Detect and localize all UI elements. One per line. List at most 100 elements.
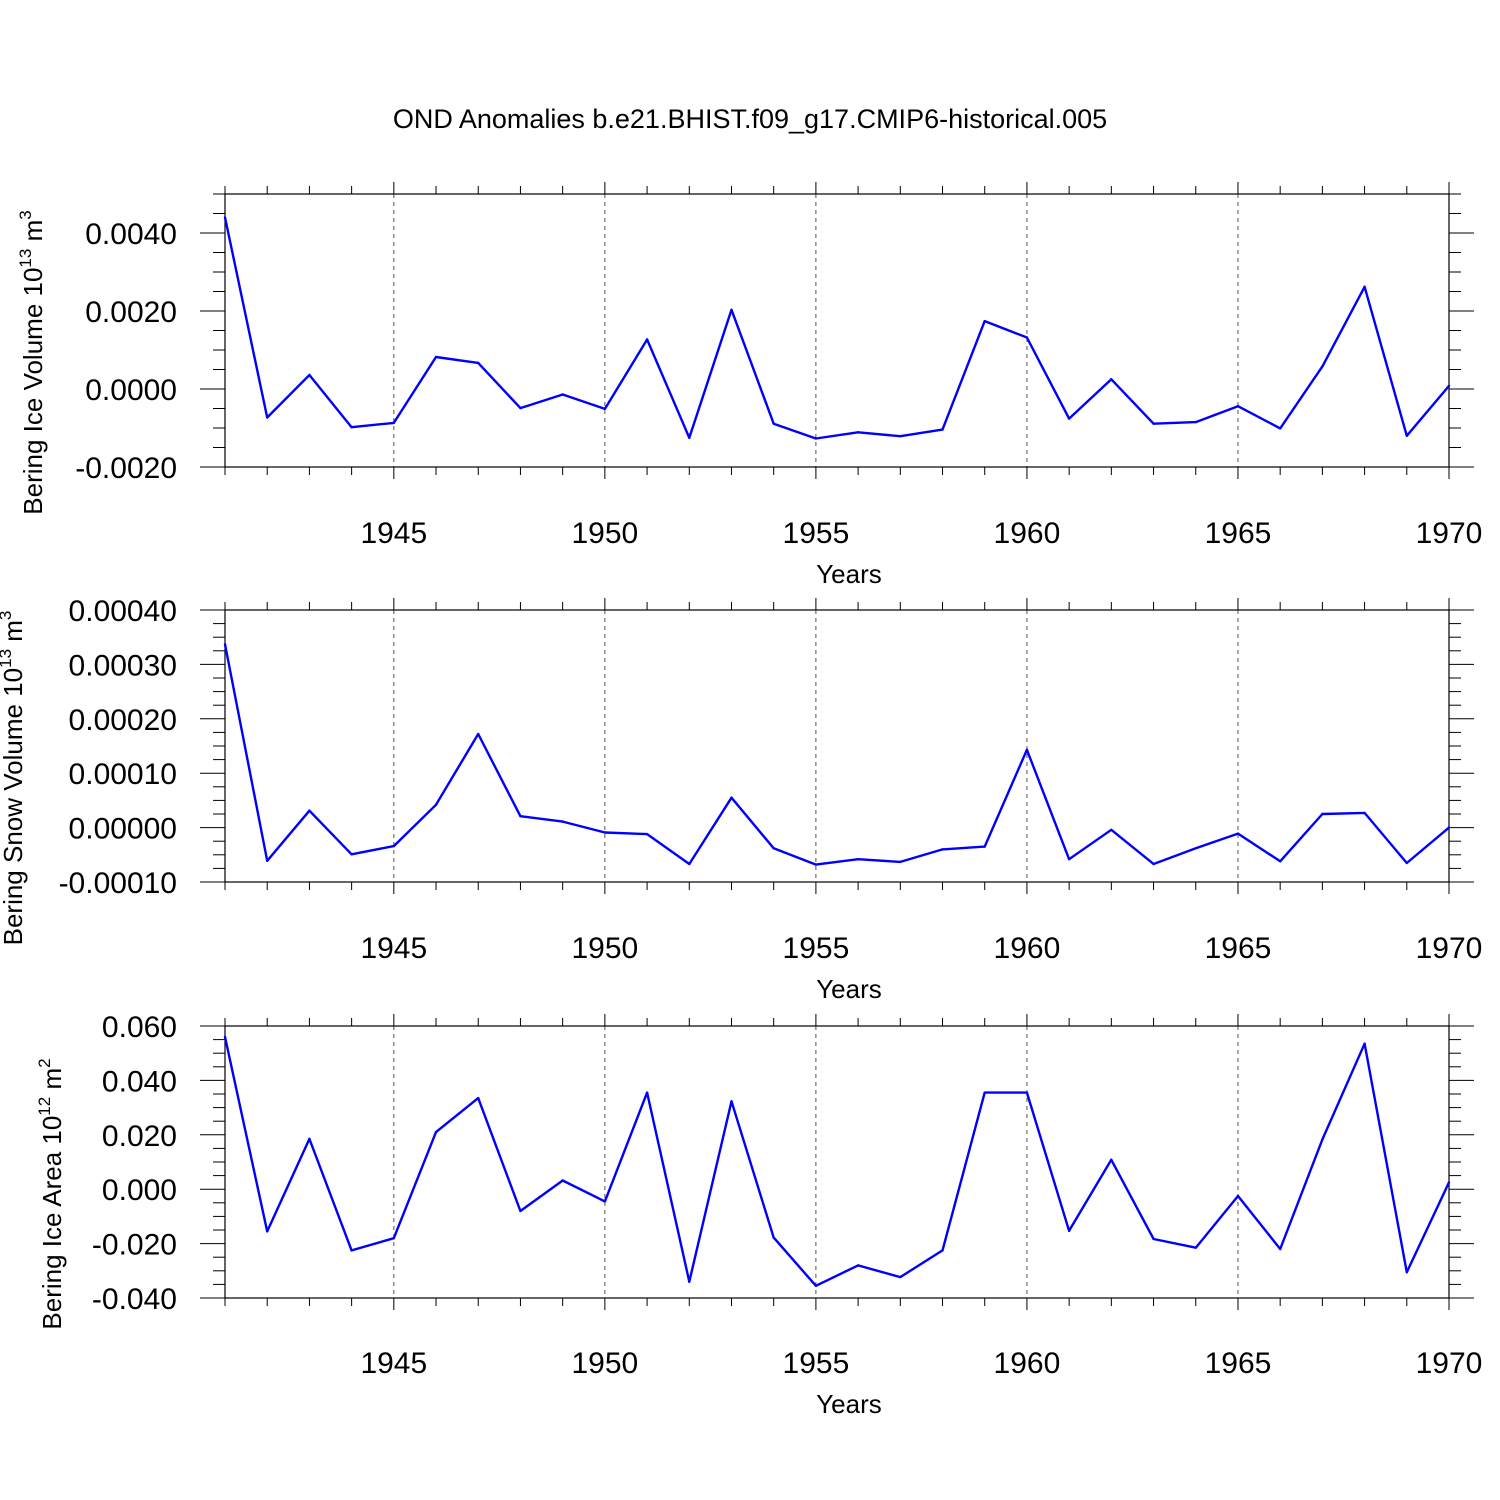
data-point-1949 [561,820,564,823]
data-point-1955 [814,863,818,866]
data-point-1962 [1110,1158,1113,1162]
x-tick-label: 1965 [1205,1347,1272,1380]
data-point-1952 [688,436,691,439]
data-point-1965 [1236,1194,1240,1198]
y-tick-label: -0.040 [92,1283,177,1316]
data-point-1954 [772,1236,775,1239]
data-point-1961 [1067,1229,1071,1233]
y-tick-label: 0.00020 [69,704,177,737]
data-point-1947 [477,732,480,736]
data-point-1960 [1025,748,1029,752]
data-point-1970 [1447,1181,1451,1184]
y-tick-label: -0.020 [92,1229,177,1262]
data-point-1942 [266,859,269,862]
x-tick-label: 1955 [783,932,850,965]
data-point-1963 [1152,1237,1155,1241]
data-point-1947 [477,1096,480,1100]
data-point-1945 [392,844,396,848]
figure-title: OND Anomalies b.e21.BHIST.f09_g17.CMIP6-… [392,104,1108,134]
x-tick-label: 1960 [994,1347,1061,1380]
x-tick-label: 1965 [1205,517,1272,550]
data-point-1958 [941,428,944,431]
data-point-1951 [645,338,649,341]
data-point-1948 [519,1209,522,1213]
panel-2: 1945 1950 1955 1960 1965 1970 Years -0.00010 0.0… [0,595,1482,1004]
x-axis-label: Years [816,974,882,1004]
data-point-1966 [1278,860,1282,863]
data-point-1956 [856,857,860,861]
y-tick-label: 0.0020 [85,296,177,329]
data-point-1970 [1447,384,1451,388]
data-point-1944 [350,853,353,856]
data-point-1958 [941,848,944,851]
y-tick-label: 0.060 [102,1011,177,1044]
series-line [223,217,1450,440]
data-point-1941 [223,216,227,219]
data-point-1948 [519,814,522,818]
panel-3: 1945 1950 1955 1960 1965 1970 Years -0.040 -0.02… [35,1011,1482,1419]
data-point-1956 [856,1264,860,1267]
data-point-1957 [899,860,902,864]
y-axis-label: Bering Ice Area 1012 m2 [35,1058,67,1329]
x-tick-label: 1945 [360,517,427,550]
plot-frame [224,609,1450,883]
data-point-1944 [350,1249,353,1252]
x-tick-label: 1965 [1205,932,1272,965]
x-tick-label: 1955 [783,1347,850,1380]
data-point-1950 [603,1200,607,1203]
data-point-1967 [1321,812,1324,816]
x-axis-label: Years [816,559,882,589]
data-point-1949 [561,1179,564,1182]
x-tick-label: 1970 [1416,517,1483,550]
data-point-1968 [1363,285,1366,289]
data-point-1966 [1278,427,1282,430]
data-point-1957 [899,1275,902,1279]
data-point-1967 [1321,365,1324,368]
x-tick-label: 1950 [571,517,638,550]
data-point-1953 [730,796,733,799]
data-point-1969 [1405,861,1408,865]
data-point-1969 [1405,434,1408,437]
data-point-1943 [308,373,311,377]
y-tick-label: -0.00010 [59,867,177,900]
data-point-1953 [730,308,733,312]
data-point-1942 [266,416,269,419]
data-point-1945 [392,1236,396,1240]
x-tick-label: 1945 [360,932,427,965]
data-point-1964 [1194,420,1197,424]
data-point-1941 [223,643,227,646]
data-point-1959 [983,1091,986,1094]
data-point-1962 [1110,828,1113,831]
data-point-1944 [350,426,353,429]
y-tick-label: 0.0040 [85,218,177,251]
y-tick-label: -0.0020 [75,452,177,485]
data-point-1958 [941,1249,944,1252]
x-tick-label: 1960 [994,517,1061,550]
data-point-1968 [1363,811,1366,815]
data-point-1953 [730,1100,733,1103]
y-tick-label: 0.000 [102,1174,177,1207]
x-tick-label: 1970 [1416,1347,1483,1380]
data-point-1965 [1236,404,1240,408]
data-point-1943 [308,1137,311,1141]
data-point-1965 [1236,832,1240,835]
data-point-1946 [434,355,438,359]
data-point-1945 [392,421,396,425]
data-point-1954 [772,422,775,425]
data-point-1956 [856,431,860,434]
data-point-1946 [434,803,438,806]
x-tick-label: 1960 [994,932,1061,965]
data-point-1947 [477,361,480,365]
x-tick-label: 1950 [571,1347,638,1380]
series-line [223,1036,1451,1288]
data-point-1960 [1025,1091,1029,1094]
data-point-1962 [1110,378,1113,381]
data-point-1954 [772,847,775,850]
data-point-1960 [1025,336,1029,339]
data-point-1952 [688,1280,691,1283]
y-axis-label: Bering Snow Volume 1013 m3 [0,611,28,946]
data-point-1967 [1321,1138,1324,1141]
x-tick-label: 1950 [571,932,638,965]
y-axis-label: Bering Ice Volume 1013 m3 [16,210,48,514]
